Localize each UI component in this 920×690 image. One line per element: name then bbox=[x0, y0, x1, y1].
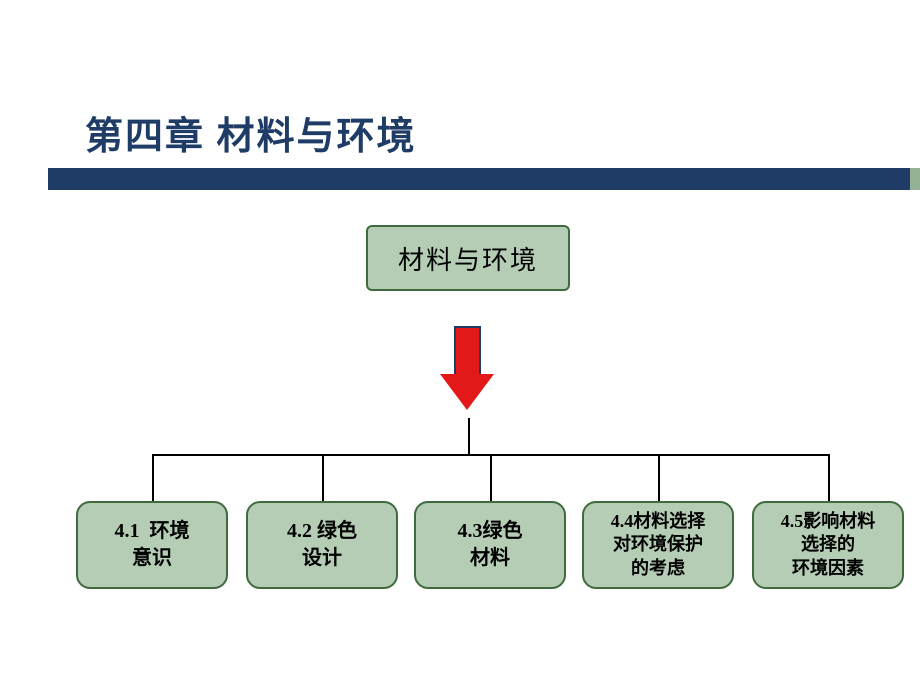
leaf-node-5: 4.5影响材料 选择的 环境因素 bbox=[752, 501, 904, 589]
connector-line bbox=[490, 454, 492, 501]
leaf-node-2: 4.2 绿色 设计 bbox=[246, 501, 398, 589]
leaf-node-1: 4.1 环境 意识 bbox=[76, 501, 228, 589]
root-node-label: 材料与环境 bbox=[398, 240, 538, 277]
connector-line bbox=[152, 454, 154, 501]
connector-line bbox=[322, 454, 324, 501]
connector-line bbox=[468, 418, 470, 454]
root-node: 材料与环境 bbox=[366, 225, 570, 291]
leaf-node-4: 4.4材料选择 对环境保护 的考虑 bbox=[582, 501, 734, 589]
down-arrow-icon bbox=[440, 326, 495, 411]
connector-line bbox=[658, 454, 660, 501]
page-title: 第四章 材料与环境 bbox=[85, 105, 417, 160]
title-underline bbox=[0, 168, 920, 190]
leaf-node-3: 4.3绿色 材料 bbox=[414, 501, 566, 589]
connector-line bbox=[828, 454, 830, 501]
